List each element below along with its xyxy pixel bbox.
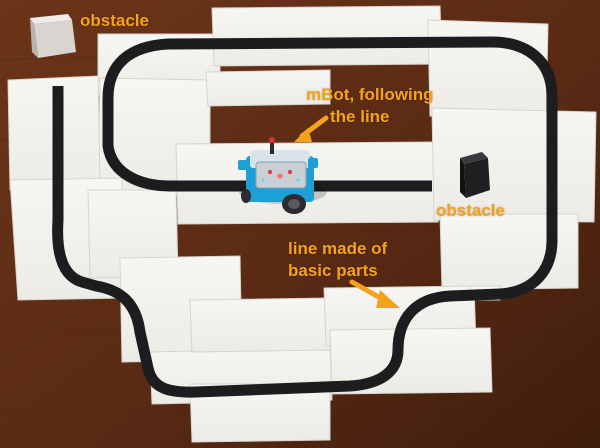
- line-label: line made of basic parts: [288, 238, 387, 282]
- mbot-label: mBot, following the line: [306, 84, 433, 128]
- obstacle-label-right-text: obstacle: [436, 201, 505, 220]
- obstacle-label-right: obstacle: [436, 200, 505, 222]
- line-label-line-2: basic parts: [288, 261, 378, 280]
- mbot-label-line-2: the line: [330, 107, 390, 126]
- obstacle-label-top-left: obstacle: [80, 10, 149, 32]
- track-line: [52, 36, 558, 398]
- mbot-robot: [238, 137, 327, 214]
- obstacle-block-top-left: [30, 14, 76, 58]
- mbot-label-line-1: mBot, following: [306, 85, 434, 104]
- line-label-line-1: line made of: [288, 239, 388, 258]
- obstacle-block-right: [460, 152, 490, 198]
- obstacle-label-text: obstacle: [80, 11, 149, 30]
